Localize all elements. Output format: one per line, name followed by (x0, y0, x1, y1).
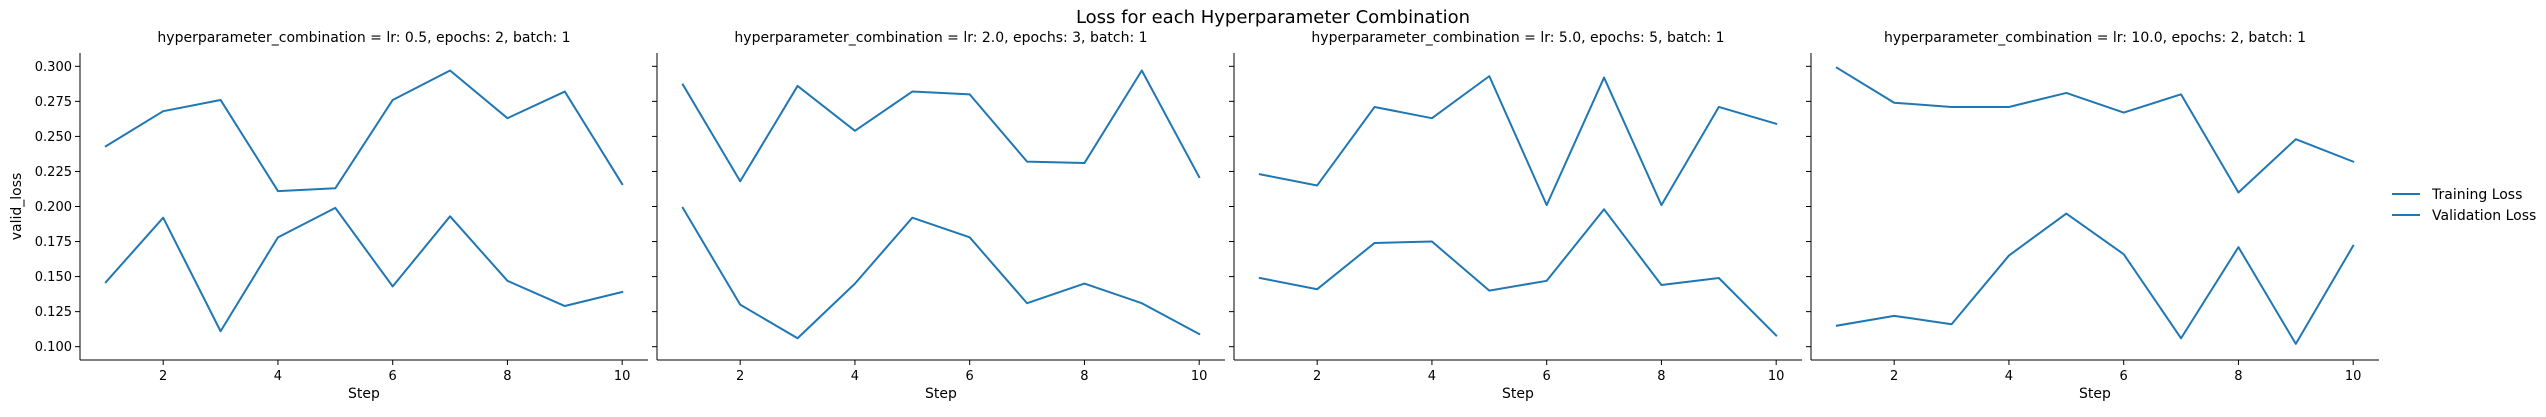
x-tick-label: 10 (614, 369, 631, 384)
y-tick-label: 0.250 (35, 130, 72, 145)
y-tick-label: 0.200 (35, 200, 72, 215)
x-tick-label: 2 (1890, 369, 1898, 384)
series-line-validation-loss (681, 206, 1201, 340)
x-axis-label: Step (1502, 386, 1534, 402)
y-tick-label: 0.300 (35, 60, 72, 75)
y-tick-label: 0.175 (35, 235, 72, 250)
x-tick-label: 2 (1313, 369, 1321, 384)
panel-title: hyperparameter_combination = lr: 2.0, ep… (734, 30, 1147, 46)
x-tick-label: 2 (736, 369, 744, 384)
panel-title: hyperparameter_combination = lr: 5.0, ep… (1311, 30, 1724, 46)
x-tick-label: 6 (2120, 369, 2128, 384)
x-axis-label: Step (925, 386, 957, 402)
x-tick-label: 8 (503, 369, 511, 384)
x-tick-label: 6 (389, 369, 397, 384)
x-tick-label: 2 (159, 369, 167, 384)
y-tick-label: 0.225 (35, 165, 72, 180)
x-tick-label: 10 (1191, 369, 1208, 384)
y-tick-label: 0.150 (35, 270, 72, 285)
x-tick-label: 10 (2345, 369, 2362, 384)
y-tick-label: 0.100 (35, 340, 72, 355)
series-line-validation-loss (1258, 208, 1778, 337)
y-tick-label: 0.125 (35, 305, 72, 320)
x-tick-label: 10 (1768, 369, 1785, 384)
x-tick-label: 4 (851, 369, 859, 384)
x-tick-label: 4 (2005, 369, 2013, 384)
y-tick-label: 0.275 (35, 95, 72, 110)
legend-label: Training Loss (2431, 187, 2522, 203)
series-line-validation-loss (1835, 212, 2355, 345)
x-tick-label: 8 (1080, 369, 1088, 384)
panel-title: hyperparameter_combination = lr: 0.5, ep… (157, 30, 570, 46)
figure-title: Loss for each Hyperparameter Combination (1075, 7, 1471, 28)
x-axis-label: Step (348, 386, 380, 402)
x-tick-label: 6 (966, 369, 974, 384)
x-tick-label: 8 (1657, 369, 1665, 384)
x-tick-label: 4 (1428, 369, 1436, 384)
series-line-training-loss (1835, 66, 2355, 194)
x-axis-label: Step (2079, 386, 2111, 402)
panel-title: hyperparameter_combination = lr: 10.0, e… (1884, 30, 2306, 46)
series-line-training-loss (104, 69, 624, 193)
legend-label: Validation Loss (2432, 208, 2536, 224)
x-tick-label: 8 (2234, 369, 2242, 384)
x-tick-label: 6 (1543, 369, 1551, 384)
series-line-validation-loss (104, 206, 624, 333)
series-line-training-loss (681, 69, 1201, 183)
series-line-training-loss (1258, 75, 1778, 207)
x-tick-label: 4 (274, 369, 282, 384)
y-axis-label: valid_loss (9, 173, 25, 241)
